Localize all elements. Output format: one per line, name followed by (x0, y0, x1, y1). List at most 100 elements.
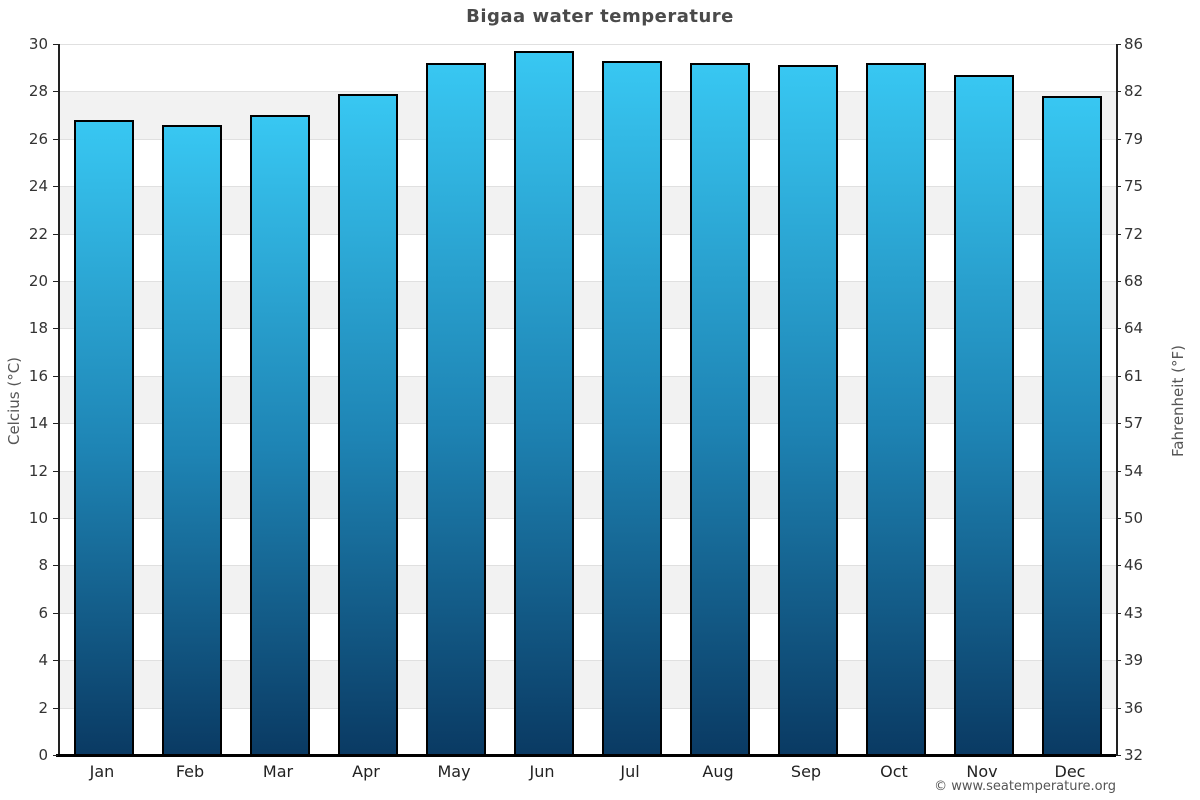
y-tick-label-fahrenheit: 36 (1124, 698, 1144, 717)
y-tick-mark-right (1116, 660, 1121, 662)
y-tick-mark-left (53, 470, 58, 472)
grid-band (60, 138, 1116, 187)
y-tick-mark-left (53, 755, 58, 756)
y-tick-label-celsius: 2 (38, 698, 48, 717)
y-tick-label-celsius: 22 (28, 224, 48, 243)
y-tick-label-fahrenheit: 50 (1124, 509, 1144, 527)
y-tick-label-fahrenheit: 43 (1124, 603, 1144, 622)
bar-mar (250, 115, 310, 755)
y-tick-label-fahrenheit: 79 (1124, 129, 1144, 148)
bar-feb (162, 124, 222, 755)
y-tick-label-celsius: 10 (28, 509, 48, 527)
celsius-axis-label: Celcius (°C) (5, 356, 23, 446)
y-tick-mark-right (1116, 233, 1121, 235)
chart-title: Bigaa water temperature (466, 6, 734, 27)
y-tick-label-fahrenheit: 86 (1124, 35, 1144, 53)
x-tick-label-oct: Oct (880, 762, 908, 781)
grid-band (60, 470, 1116, 518)
grid-band (60, 660, 1116, 708)
y-tick-label-fahrenheit: 46 (1124, 556, 1144, 575)
fahrenheit-axis-label: Fahrenheit (°F) (1169, 345, 1187, 457)
grid-band (60, 565, 1116, 613)
y-tick-label-fahrenheit: 57 (1124, 414, 1144, 433)
x-tick-label-apr: Apr (352, 762, 380, 781)
grid-band (60, 233, 1116, 281)
y-tick-mark-right (1116, 186, 1121, 188)
y-tick-label-fahrenheit: 68 (1124, 272, 1144, 290)
y-tick-label-fahrenheit: 39 (1124, 651, 1144, 670)
y-tick-label-celsius: 24 (28, 177, 48, 196)
bar-jul (602, 60, 662, 755)
y-tick-label-celsius: 4 (38, 651, 48, 670)
y-tick-mark-left (53, 233, 58, 235)
x-tick-label-dec: Dec (1054, 762, 1086, 781)
y-tick-mark-left (53, 328, 58, 330)
y-tick-mark-left (53, 186, 58, 188)
grid-band (60, 612, 1116, 661)
bar-oct (866, 62, 926, 755)
y-tick-label-fahrenheit: 75 (1124, 177, 1144, 196)
bar-jun (514, 51, 574, 755)
grid-band (60, 186, 1116, 234)
copyright-watermark-link[interactable]: © www.seatemperature.org (934, 779, 1116, 794)
y-tick-label-celsius: 20 (28, 272, 48, 290)
bar-apr (338, 93, 398, 755)
y-tick-mark-right (1116, 375, 1121, 377)
y-tick-label-celsius: 18 (28, 319, 48, 338)
y-tick-mark-right (1116, 755, 1121, 756)
x-tick-label-feb: Feb (175, 762, 205, 781)
bar-jan (74, 119, 134, 755)
y-tick-mark-left (53, 375, 58, 377)
y-tick-mark-right (1116, 518, 1121, 519)
x-tick-label-mar: Mar (262, 762, 294, 781)
grid-band (60, 91, 1116, 139)
grid-band (60, 375, 1116, 424)
y-tick-mark-right (1116, 707, 1121, 709)
y-tick-label-fahrenheit: 64 (1124, 319, 1144, 338)
x-tick-label-aug: Aug (702, 762, 734, 781)
y-tick-label-celsius: 6 (38, 603, 48, 622)
y-tick-mark-left (53, 44, 58, 45)
y-tick-label-celsius: 30 (28, 35, 48, 53)
y-tick-label-celsius: 26 (28, 129, 48, 148)
y-tick-label-fahrenheit: 54 (1124, 461, 1144, 480)
y-tick-label-fahrenheit: 82 (1124, 82, 1144, 101)
bar-aug (690, 62, 750, 755)
x-axis-line (56, 754, 1116, 757)
bar-sep (778, 65, 838, 755)
y-tick-mark-right (1116, 138, 1121, 140)
y-tick-mark-left (53, 423, 58, 425)
y-tick-mark-left (53, 707, 58, 709)
y-tick-mark-right (1116, 328, 1121, 330)
grid-band (60, 44, 1116, 92)
y-tick-mark-right (1116, 281, 1121, 282)
y-tick-mark-left (53, 612, 58, 614)
y-tick-label-celsius: 14 (28, 414, 48, 433)
x-tick-label-jun: Jun (529, 762, 555, 781)
y-tick-label-celsius: 0 (38, 746, 48, 764)
plot-area (58, 44, 1118, 755)
y-tick-label-fahrenheit: 61 (1124, 366, 1144, 385)
y-tick-mark-right (1116, 91, 1121, 93)
grid-band (60, 423, 1116, 471)
y-tick-mark-left (53, 565, 58, 567)
y-tick-label-celsius: 8 (38, 556, 48, 575)
y-tick-label-fahrenheit: 72 (1124, 224, 1144, 243)
y-tick-mark-left (53, 91, 58, 93)
x-tick-label-may: May (437, 762, 471, 781)
bar-nov (954, 74, 1014, 755)
y-tick-mark-right (1116, 612, 1121, 614)
y-tick-mark-right (1116, 423, 1121, 425)
grid-band (60, 328, 1116, 376)
bar-dec (1042, 96, 1102, 755)
y-tick-mark-left (53, 138, 58, 140)
y-tick-mark-right (1116, 44, 1121, 45)
x-tick-label-jan: Jan (89, 762, 115, 781)
y-tick-mark-left (53, 281, 58, 282)
x-tick-label-jul: Jul (620, 762, 640, 781)
y-tick-mark-left (53, 660, 58, 662)
y-tick-mark-right (1116, 565, 1121, 567)
y-tick-label-fahrenheit: 32 (1124, 746, 1144, 764)
y-tick-label-celsius: 16 (28, 366, 48, 385)
